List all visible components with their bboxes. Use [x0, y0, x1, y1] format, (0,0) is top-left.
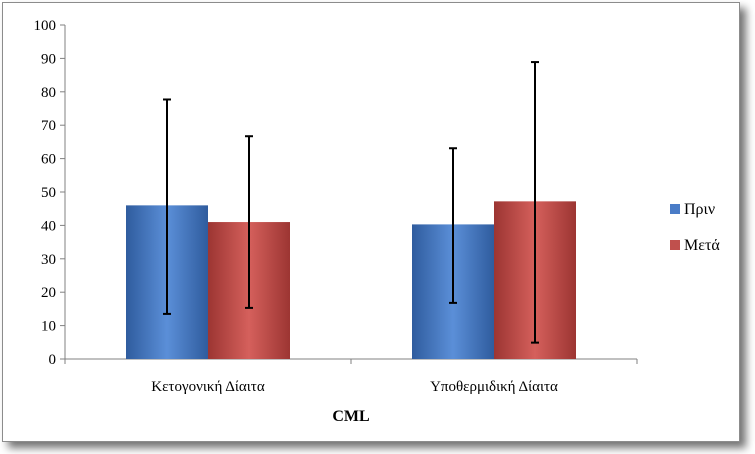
y-tick-label: 90: [41, 51, 56, 67]
legend-label: Πριν: [684, 201, 715, 218]
y-tick-label: 80: [41, 85, 56, 101]
y-tick-label: 40: [41, 218, 56, 234]
y-tick-label: 10: [41, 319, 56, 335]
y-tick-label: 30: [41, 252, 56, 268]
y-tick-label: 50: [41, 185, 56, 201]
y-tick-label: 70: [41, 118, 56, 134]
legend-swatch: [670, 240, 680, 250]
y-tick-label: 100: [34, 18, 57, 34]
y-tick-label: 20: [41, 285, 56, 301]
x-axis-title: CML: [332, 408, 369, 425]
legend: Πριν Μετά: [670, 201, 720, 254]
chart-frame: [2, 2, 740, 442]
y-tick-label: 60: [41, 152, 56, 168]
y-tick-label: 0: [49, 352, 57, 368]
legend-swatch: [670, 204, 680, 214]
category-label: Υποθερμιδική Δίαιτα: [430, 379, 558, 395]
labels: CML Κετογονική Δίαιτα Υποθερμιδική Δίαιτα: [151, 379, 558, 425]
error-bars: [163, 61, 539, 344]
category-label: Κετογονική Δίαιτα: [151, 379, 265, 395]
bars: [126, 201, 576, 359]
legend-label: Μετά: [684, 237, 720, 254]
